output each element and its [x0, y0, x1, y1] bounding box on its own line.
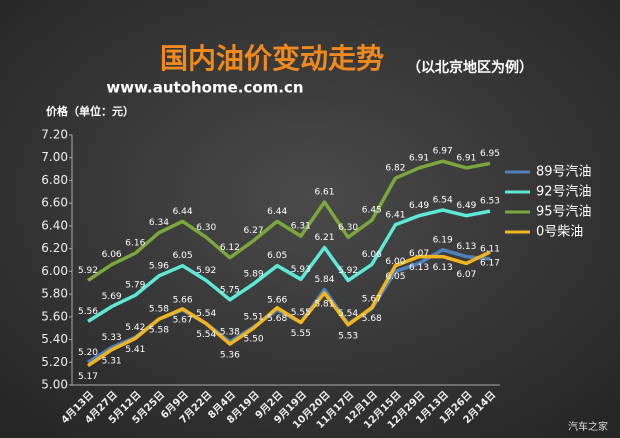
- y-tick-label: 7.20: [41, 128, 68, 142]
- data-label: 5.89: [244, 269, 264, 279]
- data-label: 5.31: [102, 356, 122, 366]
- data-label: 5.54: [338, 309, 358, 319]
- data-label: 5.67: [173, 315, 193, 325]
- y-tick-label: 5.20: [41, 355, 68, 369]
- data-label: 6.19: [433, 235, 453, 245]
- data-label: 6.05: [267, 251, 287, 261]
- data-label: 6.54: [433, 196, 453, 206]
- watermark: 汽车之家: [568, 420, 608, 433]
- data-label: 5.69: [102, 292, 122, 302]
- data-label: 5.92: [196, 266, 216, 276]
- data-label: 5.66: [267, 296, 287, 306]
- y-tick-label: 7.00: [41, 150, 68, 164]
- data-label: 5.68: [267, 314, 287, 324]
- data-label: 6.27: [244, 226, 264, 236]
- data-label: 6.91: [409, 153, 429, 163]
- data-label: 6.05: [385, 272, 405, 282]
- data-label: 6.91: [456, 153, 476, 163]
- data-label: 6.13: [456, 242, 476, 252]
- data-label: 6.05: [173, 251, 193, 261]
- data-label: 5.54: [196, 330, 216, 340]
- y-tick-label: 6.60: [41, 196, 68, 210]
- legend-label: 95号汽油: [536, 205, 592, 220]
- y-tick-label: 6.80: [41, 173, 68, 187]
- data-label: 5.79: [125, 281, 145, 291]
- data-label: 5.84: [314, 275, 334, 285]
- data-label: 5.92: [338, 266, 358, 276]
- y-tick-label: 5.40: [41, 332, 68, 346]
- data-label: 5.58: [149, 326, 169, 336]
- chart-title: 国内油价变动走势: [160, 42, 384, 75]
- y-tick-label: 6.00: [41, 264, 68, 278]
- data-label: 6.16: [125, 239, 145, 249]
- y-tick-label: 5.00: [41, 378, 68, 392]
- y-tick-label: 5.80: [41, 287, 68, 301]
- data-label: 5.17: [78, 372, 98, 382]
- data-label: 6.49: [409, 201, 429, 211]
- data-label: 5.66: [173, 296, 193, 306]
- series-line: [87, 159, 491, 282]
- data-label: 5.93: [291, 265, 311, 275]
- data-label: 6.07: [409, 249, 429, 259]
- series-line: [87, 208, 491, 323]
- data-label: 5.55: [291, 329, 311, 339]
- legend-label: 89号汽油: [536, 165, 592, 180]
- data-label: 6.44: [173, 207, 193, 217]
- data-label: 6.06: [362, 250, 382, 260]
- data-label: 5.51: [244, 313, 264, 323]
- data-label: 6.30: [196, 223, 216, 233]
- data-label: 6.34: [149, 218, 169, 228]
- data-label: 6.12: [220, 243, 240, 253]
- data-label: 5.58: [149, 305, 169, 315]
- data-label: 6.13: [409, 263, 429, 273]
- data-label: 5.92: [78, 266, 98, 276]
- data-label: 6.11: [480, 244, 500, 254]
- data-label: 5.96: [149, 261, 169, 271]
- data-label: 5.42: [125, 323, 145, 333]
- data-label: 6.30: [338, 223, 358, 233]
- data-label: 5.55: [291, 308, 311, 318]
- data-label: 6.82: [385, 164, 405, 174]
- data-label: 6.00: [385, 257, 405, 267]
- data-label: 5.75: [220, 285, 240, 295]
- data-label: 5.68: [362, 314, 382, 324]
- data-label: 5.36: [220, 351, 240, 361]
- data-label: 5.50: [244, 335, 264, 345]
- y-tick-label: 5.60: [41, 309, 68, 323]
- data-label: 5.56: [78, 307, 98, 317]
- data-label: 6.97: [433, 147, 453, 157]
- legend-label: 0号柴油: [536, 225, 583, 240]
- data-label: 5.38: [220, 327, 240, 337]
- data-label: 6.61: [314, 188, 334, 198]
- y-tick-label: 6.20: [41, 241, 68, 255]
- data-label: 6.13: [433, 263, 453, 273]
- data-label: 5.67: [362, 294, 382, 304]
- data-label: 6.45: [362, 206, 382, 216]
- data-label: 6.44: [267, 207, 287, 217]
- data-label: 6.53: [480, 197, 500, 207]
- data-label: 6.41: [385, 210, 405, 220]
- data-label: 5.33: [102, 333, 122, 343]
- data-label: 6.06: [102, 250, 122, 260]
- data-label: 6.17: [480, 259, 500, 269]
- data-label: 6.95: [480, 149, 500, 159]
- data-label: 6.49: [456, 201, 476, 211]
- data-label: 6.07: [456, 270, 476, 280]
- data-label: 5.54: [196, 309, 216, 319]
- data-label: 5.81: [314, 299, 334, 309]
- data-label: 6.31: [291, 222, 311, 232]
- source: www.autohome.com.cn: [106, 79, 303, 97]
- y-tick-label: 6.40: [41, 218, 68, 232]
- y-axis-label: 价格（单位：元）: [46, 104, 134, 118]
- chart-subtitle: （以北京地区为例）: [407, 59, 533, 76]
- series-line: [87, 250, 491, 368]
- data-label: 5.20: [78, 348, 98, 358]
- legend-label: 92号汽油: [536, 185, 592, 200]
- data-label: 5.53: [338, 331, 358, 341]
- data-label: 5.41: [125, 345, 145, 355]
- data-label: 6.21: [314, 233, 334, 243]
